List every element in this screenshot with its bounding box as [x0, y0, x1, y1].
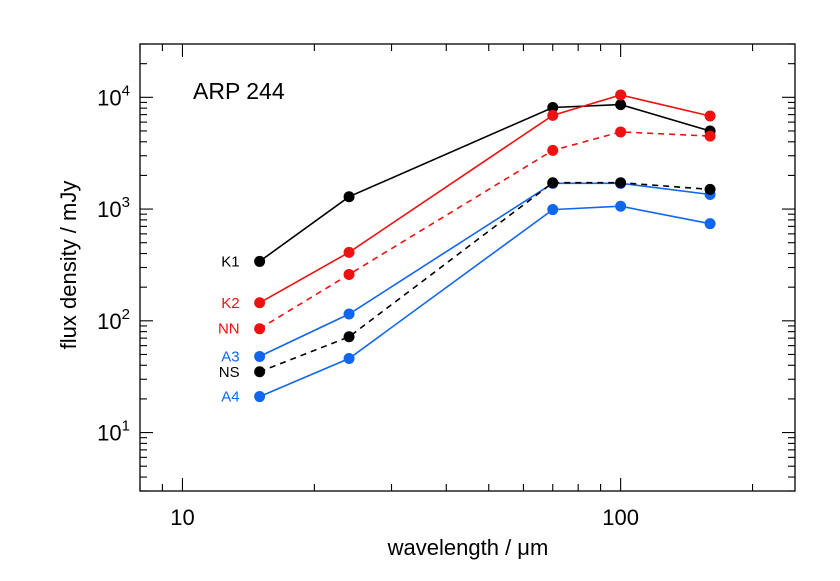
data-point-a4 [547, 204, 559, 216]
data-point-nn [615, 126, 627, 138]
data-point-a4 [615, 200, 627, 212]
series-label-a3: A3 [221, 348, 239, 365]
data-point-k1 [254, 255, 266, 267]
data-point-nn [254, 323, 266, 335]
data-point-a3 [343, 308, 355, 320]
data-point-ns [547, 177, 559, 189]
series-line-k1 [259, 103, 711, 263]
series-label-k2: K2 [221, 295, 239, 312]
y-tick-label: 103 [97, 194, 130, 222]
series-line-a3 [259, 182, 711, 358]
data-point-a4 [704, 218, 716, 230]
y-tick-label: 102 [97, 306, 130, 334]
y-tick-label: 104 [97, 82, 130, 110]
data-point-ns [343, 331, 355, 343]
data-point-k2 [343, 246, 355, 258]
data-point-nn [343, 268, 355, 280]
data-point-k1 [547, 102, 559, 114]
data-point-nn [547, 144, 559, 156]
x-tick-label: 10 [170, 505, 194, 530]
x-axis-title: wavelength / μm [387, 535, 549, 560]
data-point-ns [254, 366, 266, 378]
data-point-ns [704, 183, 716, 195]
chart-title: ARP 244 [193, 78, 285, 104]
x-tick-label: 100 [602, 505, 639, 530]
series-label-a4: A4 [221, 389, 239, 406]
series-label-k1: K1 [221, 253, 239, 270]
data-point-k1 [615, 99, 627, 111]
series-label-ns: NS [219, 364, 240, 381]
data-point-nn [704, 130, 716, 142]
data-point-k2 [547, 109, 559, 121]
data-point-k2 [704, 110, 716, 122]
y-tick-label: 101 [97, 418, 130, 446]
data-point-k2 [254, 297, 266, 309]
data-point-k2 [615, 89, 627, 101]
data-point-a4 [254, 391, 266, 403]
data-point-a3 [254, 350, 266, 362]
data-point-a4 [343, 353, 355, 365]
data-point-ns [615, 177, 627, 189]
series-line-k2 [259, 94, 711, 304]
series-label-nn: NN [218, 321, 240, 338]
data-point-k1 [343, 191, 355, 203]
y-axis-title: flux density / mJy [56, 181, 81, 350]
